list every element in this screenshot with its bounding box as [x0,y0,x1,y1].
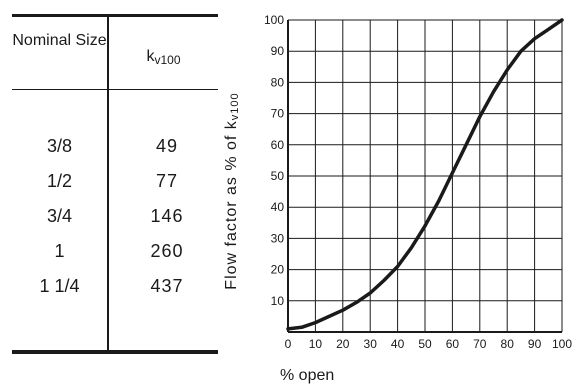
table-column-divider [107,16,109,352]
table-cell-size: 1 1/4 [39,276,80,296]
y-axis-label-sub: v100 [229,92,241,121]
x-tick-label: 40 [391,337,405,351]
y-tick-label: 90 [271,44,285,58]
y-tick-label: 50 [271,169,285,183]
table-cell-kv: 77 [155,171,179,191]
header-kv100: kv100 [109,46,218,71]
table-header-rule [12,89,218,90]
y-axis-label-main: Flow factor as % of k [223,120,240,290]
table-top-rule [12,14,218,17]
table-cell-kv: 49 [155,136,179,156]
table-cell-kv: 146 [150,206,184,226]
x-tick-label: 30 [364,337,378,351]
x-tick-label: 70 [473,337,487,351]
y-tick-label: 100 [264,13,284,27]
y-tick-label: 80 [271,75,285,89]
table-cell-size: 3/4 [46,206,73,226]
y-tick-label: 10 [271,294,285,308]
table-bottom-rule [12,350,218,354]
header-kv-sub: v100 [154,53,181,67]
header-nominal-size: Nominal Size [12,30,107,51]
y-tick-label: 20 [271,263,285,277]
x-tick-label: 0 [285,337,292,351]
y-tick-label: 40 [271,200,285,214]
x-tick-label: 60 [446,337,460,351]
x-tick-label: 20 [336,337,350,351]
x-tick-label: 50 [418,337,432,351]
table-cell-kv: 260 [150,241,184,261]
header-kv-main: k [146,48,155,65]
valve-size-table: Nominal Size kv100 3/8 49 1/2 77 3/4 146… [12,12,218,357]
x-tick-label: 80 [501,337,515,351]
header-nominal-size-text: Nominal Size [12,32,107,49]
y-tick-label: 30 [271,231,285,245]
table-cell-size: 3/8 [46,136,73,156]
x-axis-label: % open [280,367,335,384]
table-cell-size: 1/2 [46,171,73,191]
flow-curve-line [286,18,564,331]
y-tick-label: 70 [271,107,285,121]
x-tick-label: 90 [528,337,542,351]
y-tick-label: 60 [271,138,285,152]
table-cell-size: 1 [54,241,65,261]
x-tick-label: 10 [309,337,323,351]
table-cell-kv: 437 [150,276,184,296]
x-tick-label: 100 [552,337,572,351]
y-axis-label: Flow factor as % of kv100 [223,31,241,351]
